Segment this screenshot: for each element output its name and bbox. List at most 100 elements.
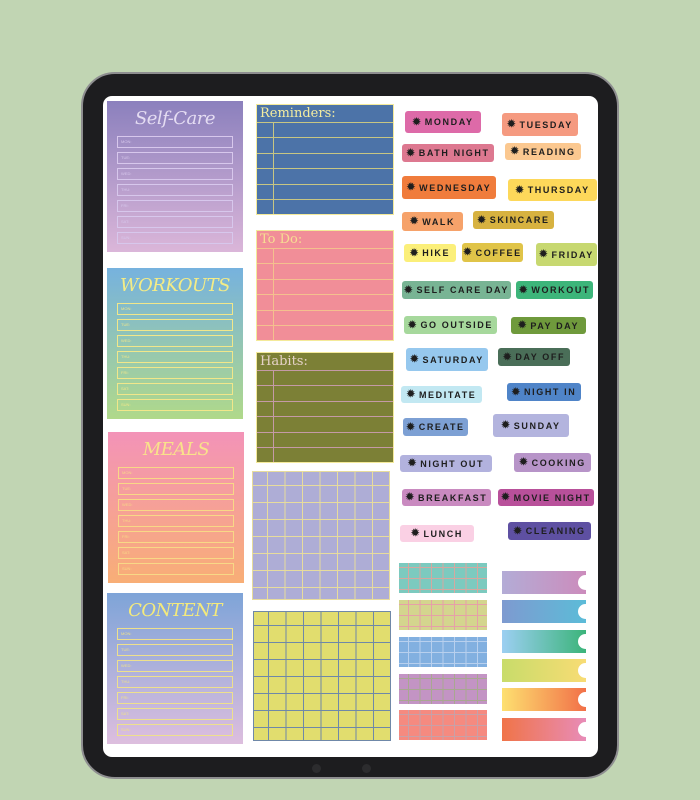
grid-sticker[interactable] [252,471,390,600]
planner-day-row: WED: [117,335,233,347]
sun-burst-icon: ✹ [408,319,417,331]
sun-burst-icon: ✹ [501,420,510,431]
sun-burst-icon: ✹ [406,389,415,400]
label-sticker-bath-night[interactable]: ✹ BATH NIGHT [402,144,494,162]
sticker-label: THURSDAY [527,185,590,195]
sun-burst-icon: ✹ [406,421,415,433]
weekly-planner-sticker[interactable]: Self-Care MON: TUE: WED: THU: FRI: SAT: SUN: [107,101,243,252]
label-sticker-coffee[interactable]: ✹ COFFEE [462,243,523,262]
planner-day-row: SUN: [117,232,233,244]
weekly-planner-sticker[interactable]: WORKOUTS MON: TUE: WED: THU: FRI: SAT: SUN: [107,268,243,419]
tablet-sensor [362,764,371,773]
lined-list-sticker[interactable]: Habits: [256,352,394,463]
label-sticker-meditate[interactable]: ✹ MEDITATE [401,386,482,403]
list-line [257,185,393,200]
sticker-label: CLEANING [525,526,586,536]
label-sticker-create[interactable]: ✹ CREATE [403,418,468,436]
label-sticker-wednesday[interactable]: ✹ WEDNESDAY [402,176,496,199]
sticker-label: FRIDAY [551,249,594,260]
sun-burst-icon: ✹ [410,354,419,365]
sun-burst-icon: ✹ [518,284,528,296]
list-line [257,326,393,340]
label-sticker-friday[interactable]: ✹ FRIDAY [536,243,597,266]
gradient-tab-sticker[interactable] [502,688,593,711]
label-sticker-cleaning[interactable]: ✹ CLEANING [508,522,591,540]
planner-title: Self-Care [134,108,216,129]
sticker-label: MOVIE NIGHT [513,492,591,503]
label-sticker-reading[interactable]: ✹ READING [505,143,581,160]
weekly-planner-sticker[interactable]: MEALS MON: TUE: WED: THU: FRI: SAT: SUN: [108,432,244,583]
list-line [257,123,393,139]
grid-sticker[interactable] [253,611,391,741]
sticker-label: NIGHT OUT [420,458,485,469]
sun-burst-icon: ✹ [463,247,472,258]
planner-title: MEALS [142,439,210,460]
planner-day-row: SAT: [117,383,233,395]
sun-burst-icon: ✹ [404,284,413,296]
label-sticker-saturday[interactable]: ✹ SATURDAY [406,348,488,371]
sticker-label: BREAKFAST [417,492,488,503]
lined-list-sticker[interactable]: To Do: [256,230,394,341]
label-sticker-walk[interactable]: ✹ WALK [402,212,463,231]
label-sticker-lunch[interactable]: ✹ LUNCH [400,525,474,542]
planner-title: WORKOUTS [119,275,231,296]
label-sticker-workout[interactable]: ✹ WORKOUT [516,281,593,299]
list-margin-line [273,371,274,462]
weekly-planner-sticker[interactable]: CONTENT MON: TUE: WED: THU: FRI: SAT: SUN: [107,593,243,744]
label-sticker-skincare[interactable]: ✹ SKINCARE [473,211,554,229]
gradient-tab-sticker[interactable] [502,630,593,653]
label-sticker-thursday[interactable]: ✹ THURSDAY [508,179,597,201]
sticker-label: SELF CARE DAY [416,285,509,295]
label-sticker-go-outside[interactable]: ✹ GO OUTSIDE [404,316,497,334]
list-line [257,280,393,296]
lined-list-sticker[interactable]: Reminders: [256,104,394,215]
label-sticker-monday[interactable]: ✹ MONDAY [405,111,481,133]
sticker-label: COFFEE [475,247,522,258]
gradient-tab-sticker[interactable] [502,600,593,623]
list-title: Reminders: [257,105,393,123]
sun-burst-icon: ✹ [409,247,419,259]
sun-burst-icon: ✹ [517,320,527,331]
label-sticker-self-care-day[interactable]: ✹ SELF CARE DAY [402,281,511,299]
label-sticker-night-out[interactable]: ✹ NIGHT OUT [400,455,492,472]
planner-day-row: FRI: [117,367,233,379]
planner-day-row: MON: [118,467,234,479]
list-line [257,200,393,214]
label-sticker-day-off[interactable]: ✹ DAY OFF [498,348,570,366]
gradient-tab-sticker[interactable] [502,571,593,594]
label-sticker-breakfast[interactable]: ✹ BREAKFAST [402,489,491,506]
gradient-tab-sticker[interactable] [502,718,593,741]
grid-washi-tape[interactable] [399,710,487,740]
planner-day-row: WED: [117,660,233,672]
gradient-tab-sticker[interactable] [502,659,593,682]
label-sticker-sunday[interactable]: ✹ SUNDAY [493,414,569,437]
planner-day-row: TUE: [117,644,233,656]
list-line [257,386,393,402]
label-sticker-pay-day[interactable]: ✹ PAY DAY [511,317,586,334]
planner-day-row: TUE: [118,483,234,495]
list-line [257,448,393,462]
sun-burst-icon: ✹ [412,116,421,128]
planner-day-row: THU: [117,184,233,196]
label-sticker-night-in[interactable]: ✹ NIGHT IN [507,383,581,401]
sun-burst-icon: ✹ [519,457,528,468]
label-sticker-cooking[interactable]: ✹ COOKING [514,453,591,472]
label-sticker-hike[interactable]: ✹ HIKE [404,244,456,262]
sun-burst-icon: ✹ [405,492,414,503]
planner-day-row: THU: [117,351,233,363]
label-sticker-movie-night[interactable]: ✹ MOVIE NIGHT [498,489,594,506]
sun-burst-icon: ✹ [477,214,486,226]
grid-washi-tape[interactable] [399,637,487,667]
label-sticker-tuesday[interactable]: ✹ TUESDAY [502,113,578,136]
grid-washi-tape[interactable] [399,674,487,704]
sticker-label: SATURDAY [422,354,484,365]
sticker-label: TUESDAY [519,119,573,130]
sun-burst-icon: ✹ [511,386,521,398]
grid-washi-tape[interactable] [399,563,487,593]
sun-burst-icon: ✹ [501,492,510,503]
grid-washi-tape[interactable] [399,600,487,630]
list-line [257,249,393,265]
list-title: To Do: [257,231,393,249]
list-line [257,402,393,418]
tablet-camera [312,764,321,773]
